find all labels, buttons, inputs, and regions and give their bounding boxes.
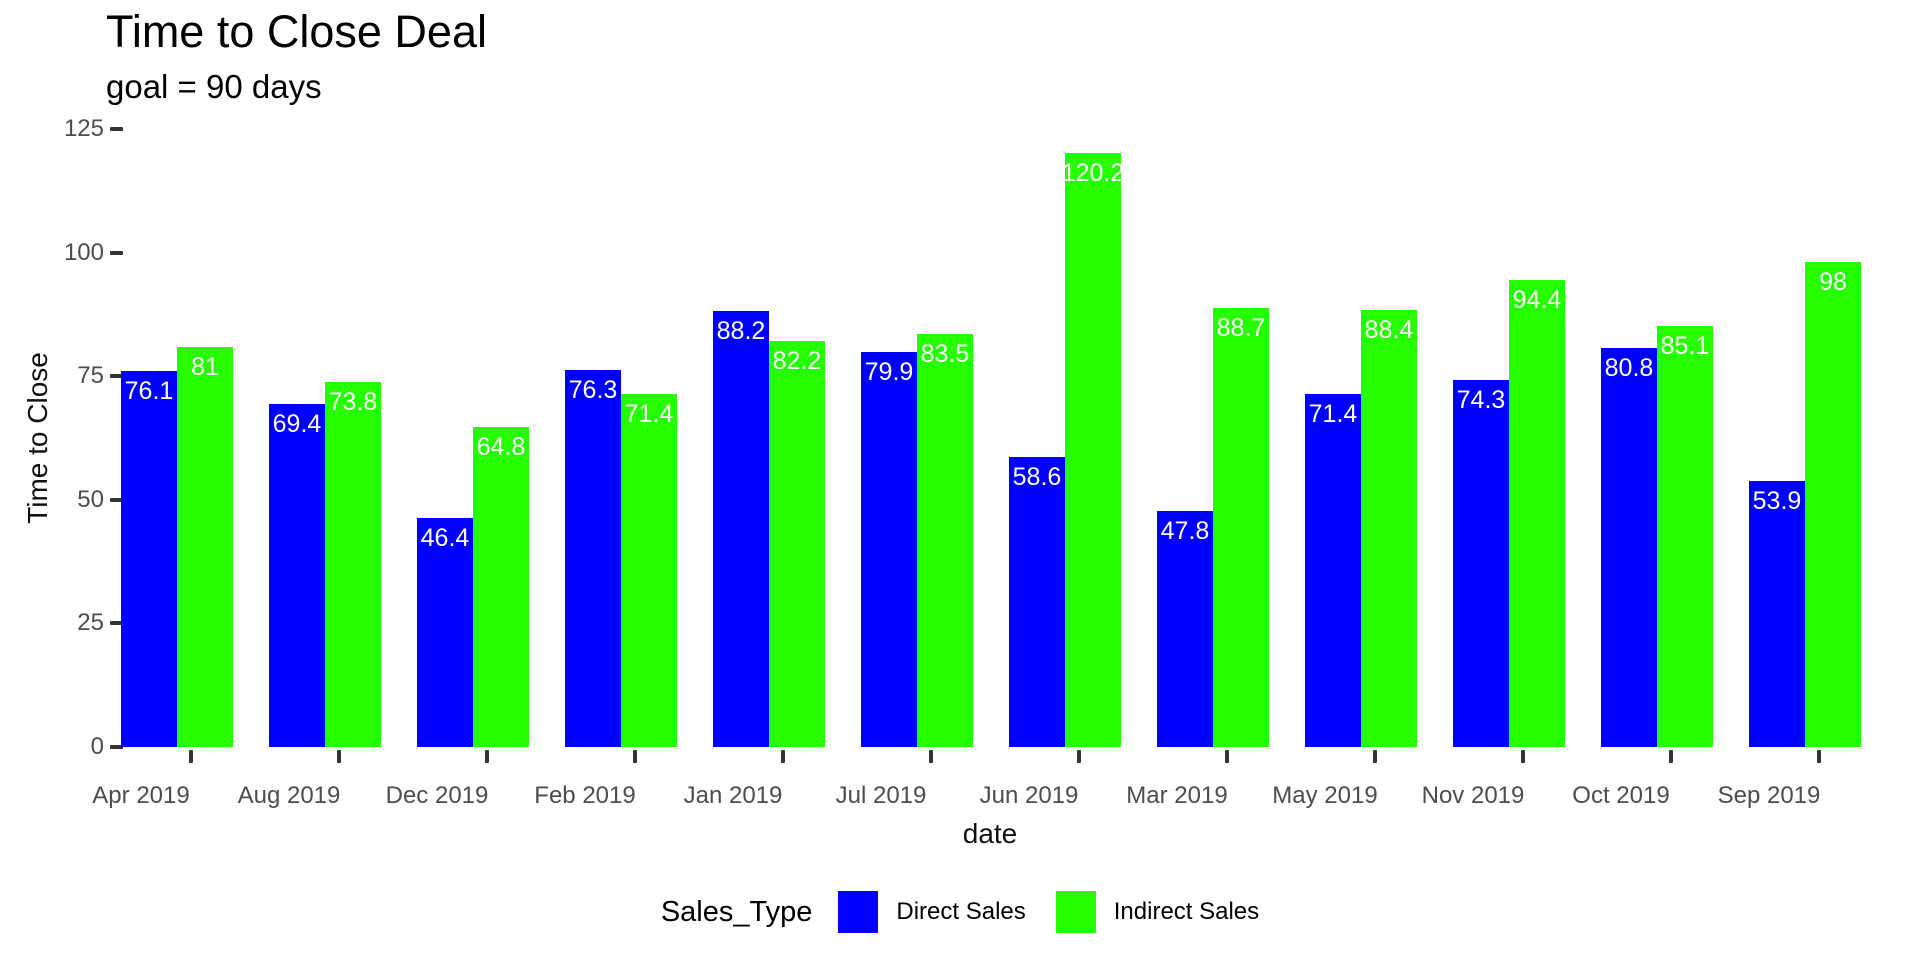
x-tick-label: May 2019 [1272, 782, 1378, 809]
y-tick-mark [110, 250, 123, 255]
bar-indirect-sales: 83.5 [917, 334, 973, 747]
legend-label: Direct Sales [896, 898, 1026, 925]
x-tick-mark [1521, 750, 1525, 763]
x-tick-label: Jun 2019 [979, 782, 1079, 809]
bar-value-label: 71.4 [1308, 399, 1358, 428]
bar-value-label: 47.8 [1160, 516, 1210, 545]
bar-value-label: 80.8 [1604, 353, 1654, 382]
y-tick-mark [110, 745, 123, 749]
bar-indirect-sales: 85.1 [1657, 326, 1713, 747]
bar-value-label: 58.6 [1012, 463, 1062, 492]
bar-value-label: 85.1 [1660, 332, 1710, 361]
bar-direct-sales: 79.9 [861, 351, 917, 747]
bar-indirect-sales: 81 [177, 346, 233, 747]
bar-indirect-sales: 73.8 [325, 382, 381, 747]
bar-indirect-sales: 88.7 [1213, 308, 1269, 747]
bar-value-label: 82.2 [772, 346, 822, 375]
bar-direct-sales: 46.4 [417, 517, 473, 747]
x-tick-label: Aug 2019 [237, 782, 341, 809]
legend-item: Direct Sales [838, 891, 1026, 933]
bar-value-label: 98 [1819, 268, 1847, 297]
bar-indirect-sales: 82.2 [769, 340, 825, 747]
x-tick-mark [485, 750, 489, 763]
bar-value-label: 64.8 [476, 432, 526, 461]
bar-value-label: 46.4 [420, 523, 470, 552]
y-tick-label: 0 [90, 733, 104, 760]
bar-value-label: 76.3 [568, 375, 618, 404]
bar-value-label: 53.9 [1752, 486, 1802, 515]
y-tick-label: 75 [77, 362, 104, 390]
bar-direct-sales: 76.3 [565, 369, 621, 747]
x-tick-label: Nov 2019 [1421, 782, 1525, 809]
chart-title: Time to Close Deal [106, 6, 487, 57]
x-tick-label: Sep 2019 [1717, 782, 1821, 809]
x-tick-label: Mar 2019 [1126, 782, 1228, 809]
y-tick-mark [110, 497, 123, 502]
bar-value-label: 69.4 [272, 409, 322, 438]
bar-direct-sales: 69.4 [269, 403, 325, 747]
legend-swatch-direct-sales [838, 891, 879, 933]
x-tick-mark [189, 750, 193, 763]
legend: Sales_Type Direct Sales Indirect Sales [0, 888, 1920, 936]
bar-direct-sales: 71.4 [1305, 393, 1361, 747]
bar-value-label: 88.7 [1216, 314, 1266, 343]
bar-direct-sales: 53.9 [1749, 480, 1805, 747]
bar-value-label: 76.1 [124, 376, 174, 405]
y-tick-label: 100 [63, 238, 104, 266]
x-tick-mark [1373, 750, 1377, 763]
bar-value-label: 71.4 [624, 399, 674, 428]
x-tick-mark [929, 750, 933, 763]
bar-indirect-sales: 88.4 [1361, 309, 1417, 747]
x-tick-label: Jan 2019 [683, 782, 783, 809]
chart-subtitle: goal = 90 days [106, 68, 322, 105]
legend-swatch-indirect-sales [1055, 891, 1096, 933]
y-tick-label: 50 [77, 485, 104, 513]
bar-indirect-sales: 94.4 [1509, 280, 1565, 747]
x-axis-title: date [962, 818, 1018, 849]
bar-indirect-sales: 98 [1805, 262, 1861, 747]
y-tick-mark [110, 621, 123, 626]
bar-direct-sales: 74.3 [1453, 379, 1509, 747]
bar-value-label: 120.2 [1061, 158, 1125, 187]
bar-indirect-sales: 71.4 [621, 393, 677, 747]
bar-direct-sales: 88.2 [713, 310, 769, 747]
x-tick-mark [781, 750, 785, 763]
x-tick-label: Feb 2019 [534, 782, 636, 809]
y-tick-mark [110, 374, 123, 379]
bar-direct-sales: 76.1 [121, 370, 177, 747]
bar-value-label: 88.2 [716, 316, 766, 345]
x-tick-label: Oct 2019 [1572, 782, 1670, 809]
bar-direct-sales: 47.8 [1157, 510, 1213, 747]
legend-label: Indirect Sales [1113, 898, 1260, 925]
bar-direct-sales: 80.8 [1601, 347, 1657, 747]
x-tick-mark [1817, 750, 1821, 763]
y-tick-label: 125 [63, 115, 104, 142]
bar-indirect-sales: 120.2 [1062, 152, 1124, 747]
bar-value-label: 74.3 [1456, 385, 1506, 414]
x-tick-label: Apr 2019 [92, 782, 190, 809]
x-tick-mark [1077, 750, 1081, 763]
x-tick-label: Jul 2019 [835, 782, 927, 809]
bar-direct-sales: 58.6 [1009, 457, 1065, 747]
x-tick-mark [633, 750, 637, 763]
legend-item: Indirect Sales [1055, 891, 1260, 933]
bar-value-label: 81 [191, 352, 219, 381]
bar-value-label: 73.8 [328, 388, 378, 417]
bar-value-label: 79.9 [864, 357, 914, 386]
x-tick-mark [1225, 750, 1229, 763]
y-tick-mark [110, 127, 123, 131]
x-tick-mark [1669, 750, 1673, 763]
bar-value-label: 94.4 [1512, 286, 1562, 315]
legend-title: Sales_Type [660, 895, 813, 928]
legend-items: Direct Sales Indirect Sales [838, 891, 1259, 933]
bar-value-label: 83.5 [920, 340, 970, 369]
y-tick-label: 25 [77, 609, 104, 637]
bar-value-label: 88.4 [1364, 315, 1414, 344]
x-tick-label: Dec 2019 [385, 782, 489, 809]
bar-indirect-sales: 64.8 [473, 426, 529, 747]
x-tick-mark [337, 750, 341, 763]
